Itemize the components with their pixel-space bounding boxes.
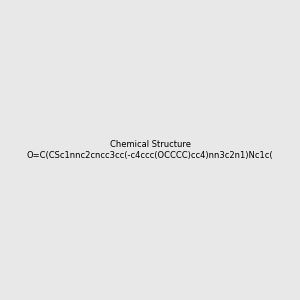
Text: Chemical Structure
O=C(CSc1nnc2cncc3cc(-c4ccc(OCCCC)cc4)nn3c2n1)Nc1c(: Chemical Structure O=C(CSc1nnc2cncc3cc(-… bbox=[27, 140, 273, 160]
